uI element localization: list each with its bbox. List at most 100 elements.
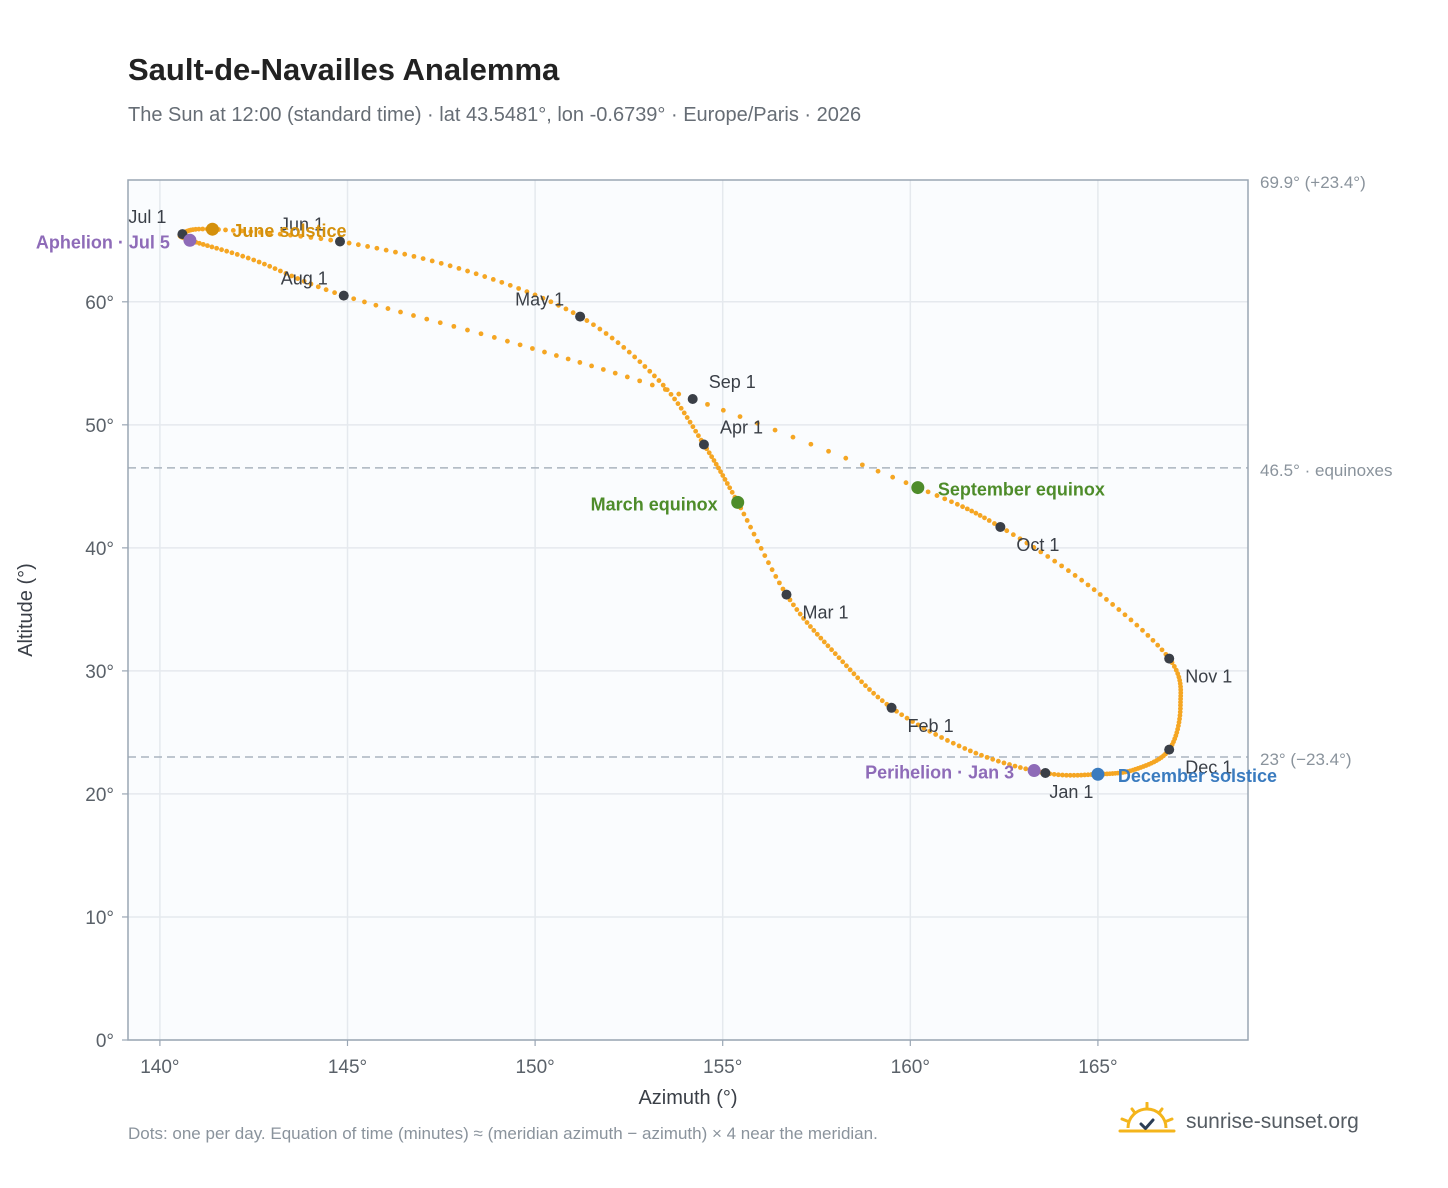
daily-dot — [1045, 554, 1051, 559]
daily-dot — [875, 694, 881, 700]
daily-dot — [229, 250, 235, 256]
daily-dot — [591, 322, 596, 328]
daily-dot — [411, 253, 417, 259]
daily-dot — [741, 511, 747, 517]
daily-dot — [716, 465, 721, 471]
daily-dot — [517, 342, 523, 348]
daily-dot — [1085, 582, 1091, 588]
daily-dot — [272, 266, 278, 272]
daily-dot — [927, 728, 933, 734]
x-axis-ticks: 140° 145° 150° 155° 160° 165° — [140, 1040, 1118, 1078]
daily-dot — [200, 242, 206, 247]
daily-dot — [832, 651, 838, 657]
daily-dot — [1110, 602, 1116, 607]
month-marker-dot — [338, 290, 349, 301]
daily-dot — [693, 428, 699, 434]
daily-dot — [910, 719, 915, 724]
daily-dot — [1060, 772, 1065, 778]
daily-dot — [473, 271, 479, 277]
chart-subtitle: The Sun at 12:00 (standard time) · lat 4… — [128, 104, 862, 126]
daily-dot — [219, 247, 224, 253]
daily-dot — [871, 690, 877, 696]
event-label: June solstice — [232, 221, 346, 241]
daily-dot — [308, 281, 314, 287]
daily-dot — [836, 655, 842, 661]
daily-dot — [718, 469, 723, 475]
daily-dot — [451, 323, 457, 329]
daily-dot — [776, 580, 782, 586]
daily-dot — [766, 560, 771, 566]
daily-dot — [577, 360, 583, 365]
daily-dot — [903, 480, 909, 486]
daily-dot — [826, 448, 831, 454]
daily-dot — [656, 378, 662, 383]
daily-dot — [964, 506, 970, 512]
y-tick-label: 40° — [85, 539, 114, 560]
daily-dot — [821, 639, 827, 645]
daily-dot — [724, 481, 730, 486]
chart-title: Sault-de-Navailles Analemma — [128, 52, 560, 87]
daily-dot — [979, 752, 984, 758]
daily-dot — [794, 607, 800, 612]
daily-dot — [678, 405, 684, 411]
daily-dot — [214, 245, 220, 251]
daily-dot — [818, 635, 824, 641]
month-marker-dot — [334, 236, 345, 247]
reference-lines: 69.9° (+23.4°) 46.5° · equinoxes 23° (−23.… — [128, 173, 1393, 769]
daily-dot — [986, 518, 992, 523]
event-marker-dot — [1027, 764, 1041, 778]
daily-dot — [851, 671, 857, 677]
daily-dot — [797, 611, 803, 617]
reference-line-label: 46.5° · equinoxes — [1260, 461, 1393, 480]
daily-dot — [420, 256, 426, 262]
daily-dot — [875, 468, 881, 474]
month-marker-dot — [575, 311, 586, 322]
daily-dot — [758, 546, 764, 551]
daily-dot — [1007, 762, 1012, 767]
daily-dot — [383, 247, 389, 253]
daily-dot — [438, 260, 444, 266]
daily-dot — [196, 240, 202, 246]
daily-dot — [609, 335, 615, 341]
event-label: December solstice — [1118, 766, 1277, 786]
event-marker-dot — [183, 233, 197, 247]
daily-dot — [262, 261, 267, 267]
daily-dot — [933, 732, 939, 737]
daily-dot — [711, 458, 717, 463]
daily-dot — [1159, 647, 1165, 653]
daily-dot — [967, 748, 973, 754]
daily-dot — [223, 227, 228, 233]
brand-name[interactable]: sunrise-sunset.org — [1186, 1109, 1359, 1133]
daily-dot — [589, 363, 594, 369]
daily-dot — [1023, 766, 1029, 772]
event-marker-dot — [911, 481, 925, 495]
daily-dot — [825, 643, 831, 649]
daily-dot — [277, 268, 283, 274]
x-tick-label: 145° — [328, 1057, 367, 1078]
daily-dot — [323, 287, 329, 293]
brand[interactable]: sunrise-sunset.org — [1118, 1101, 1359, 1141]
daily-dot — [681, 410, 687, 416]
x-tick-label: 140° — [140, 1057, 179, 1078]
daily-dot — [939, 735, 944, 740]
daily-dot — [954, 501, 960, 507]
daily-dot — [754, 420, 760, 426]
daily-dot — [737, 414, 743, 419]
daily-dot — [1145, 632, 1151, 638]
daily-dot — [1078, 772, 1084, 778]
daily-dot — [429, 258, 435, 264]
daily-dot — [652, 373, 657, 379]
daily-dot — [248, 229, 254, 235]
daily-dot — [301, 278, 307, 284]
daily-dot — [840, 659, 846, 665]
daily-dot — [267, 263, 273, 269]
daily-dot — [942, 496, 948, 502]
daily-dot — [962, 746, 968, 751]
daily-dot — [365, 244, 371, 249]
daily-dot — [346, 240, 352, 246]
daily-dot — [995, 758, 1001, 764]
daily-dot — [437, 320, 443, 326]
daily-dot — [744, 518, 750, 523]
month-marker-label: Dec 1 — [1185, 758, 1232, 778]
event-marker-dot — [205, 222, 219, 236]
